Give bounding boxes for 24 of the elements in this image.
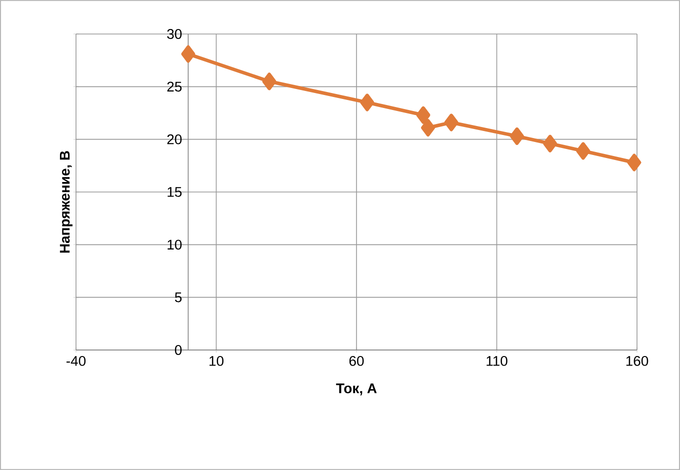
- y-tick-label: 25: [167, 82, 182, 92]
- point: [576, 142, 590, 160]
- x-tick-label: 60: [349, 356, 364, 366]
- y-tick-label: 10: [168, 240, 182, 250]
- x-tick-label: 110: [486, 356, 508, 366]
- y-tick-label: 5: [174, 292, 182, 302]
- point: [181, 45, 196, 63]
- point: [421, 118, 436, 136]
- point: [416, 106, 430, 124]
- x-tick-label: -40: [66, 356, 86, 366]
- point: [543, 134, 558, 152]
- x-tick-label: 160: [626, 356, 648, 366]
- y-tick-label: 30: [167, 29, 182, 39]
- x-axis-title: Ток, А: [336, 384, 377, 396]
- y-axis-title: Напряжение, В: [60, 151, 72, 253]
- y-tick-label: 15: [168, 187, 182, 197]
- point: [444, 114, 458, 132]
- point: [262, 72, 276, 90]
- y-tick-label: 0: [174, 345, 182, 355]
- x-tick-label: 10: [210, 356, 224, 366]
- point: [510, 127, 524, 145]
- point: [360, 94, 374, 112]
- point: [627, 154, 642, 172]
- y-tick-label: 20: [167, 134, 182, 144]
